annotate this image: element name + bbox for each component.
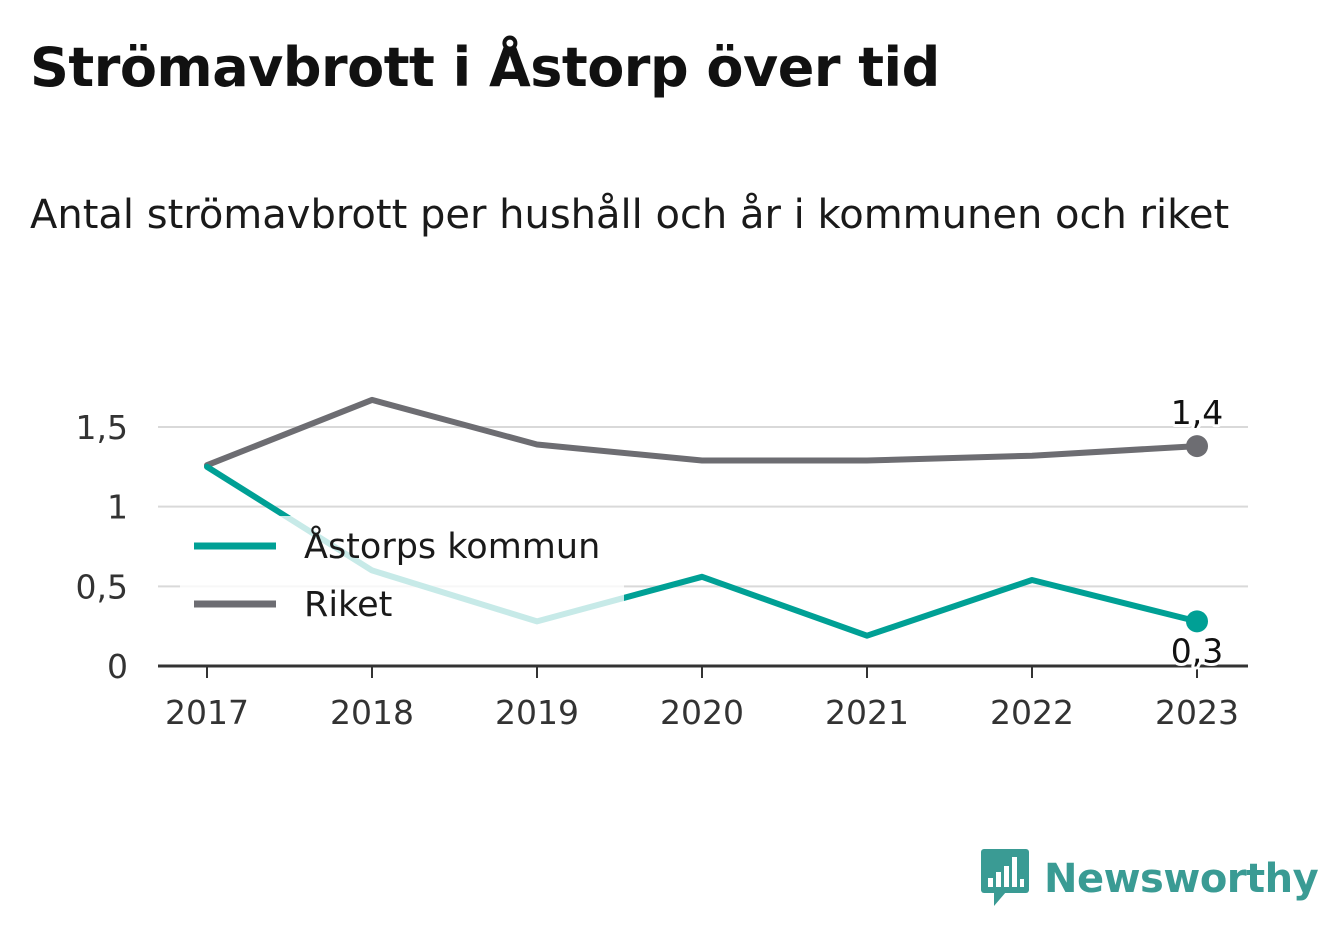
brand-name: Newsworthy — [1044, 856, 1319, 902]
x-tick-label: 2022 — [990, 693, 1074, 732]
legend-background — [180, 516, 624, 632]
series-line — [204, 396, 1200, 469]
legend: Åstorps kommun Riket — [180, 516, 624, 632]
y-tick-label: 0 — [107, 647, 128, 686]
chart-title: Strömavbrott i Åstorp över tid — [30, 36, 940, 99]
data-label: 0,3 — [1171, 631, 1223, 670]
bar-chart-speech-bubble-icon — [981, 849, 1029, 906]
chart-subtitle: Antal strömavbrott per hushåll och år i … — [30, 192, 1230, 238]
x-axis-ticks: 2017 2018 2019 2020 2021 2022 2023 — [165, 666, 1239, 732]
x-tick-label: 2020 — [660, 693, 744, 732]
legend-label: Riket — [304, 585, 392, 625]
y-tick-label: 0,5 — [76, 567, 128, 606]
x-tick-label: 2019 — [495, 693, 579, 732]
y-tick-label: 1 — [107, 488, 128, 527]
end-labels: 0,3 1,4 — [1168, 390, 1226, 673]
legend-label: Åstorps kommun — [304, 524, 600, 567]
x-tick-label: 2018 — [330, 693, 414, 732]
x-tick-label: 2017 — [165, 693, 249, 732]
y-tick-label: 1,5 — [76, 408, 128, 447]
x-tick-label: 2021 — [825, 693, 909, 732]
data-label: 1,4 — [1171, 393, 1223, 432]
series-end-point — [1186, 435, 1208, 458]
x-tick-label: 2023 — [1155, 693, 1239, 732]
y-axis-ticks: 0 0,5 1 1,5 — [76, 408, 128, 686]
brand-logo: Newsworthy — [980, 848, 1319, 910]
series-end-point — [1186, 610, 1208, 633]
